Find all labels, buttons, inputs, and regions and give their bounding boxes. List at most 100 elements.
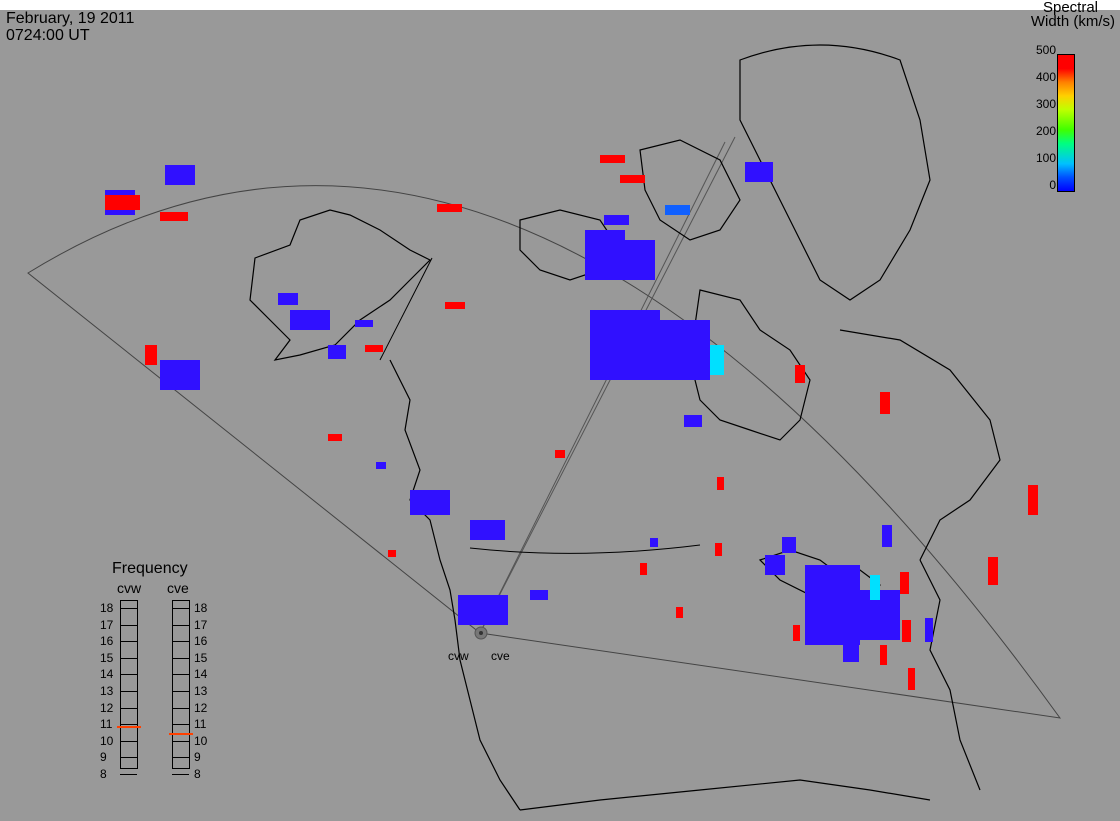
frequency-tick-label: 11 [100, 717, 113, 732]
alaska-coast [249, 209, 432, 361]
frequency-gridline [172, 657, 189, 659]
echo-cell [765, 555, 785, 575]
echo-cell [355, 320, 373, 327]
echo-cell [328, 345, 346, 359]
echo-cell [900, 572, 909, 594]
frequency-gridline [120, 624, 137, 626]
echo-cell [793, 625, 800, 641]
frequency-tick-label: 14 [194, 667, 208, 682]
west-coast [389, 359, 521, 811]
echo-cell [278, 293, 298, 305]
frequency-gridline [172, 740, 189, 742]
echo-cell [328, 434, 342, 441]
echo-cell [870, 575, 880, 600]
echo-cell [717, 477, 724, 490]
frequency-tick-label: 8 [194, 767, 201, 781]
echo-cell [650, 320, 710, 380]
frequency-indicator [117, 725, 141, 728]
frequency-gridline [120, 674, 137, 676]
frequency-gridline [120, 641, 137, 643]
frequency-column-cvw [120, 600, 138, 769]
echo-cell [908, 668, 915, 690]
field-of-view-outline [27, 185, 1062, 719]
echo-cell [160, 212, 188, 221]
frequency-tick-label: 17 [194, 617, 208, 632]
frequency-tick-label: 18 [100, 601, 114, 615]
frequency-gridline [172, 757, 189, 759]
echo-cell [676, 607, 683, 618]
scale-tick-label: 0 [1049, 178, 1056, 192]
frequency-gridline [172, 707, 189, 709]
echo-cell [925, 618, 933, 642]
frequency-gridline [172, 774, 189, 775]
us-canada-border [469, 544, 701, 554]
frequency-gridline [120, 724, 137, 726]
beam-line-2 [479, 141, 726, 634]
frequency-tick-label: 18 [194, 601, 208, 615]
scale-tick-label: 300 [1035, 97, 1056, 111]
echo-cell [620, 175, 645, 183]
echo-cell [445, 302, 465, 309]
radar-label-cve: cve [167, 580, 189, 596]
echo-cell [458, 595, 508, 625]
echo-cell [388, 550, 396, 557]
color-scale-bar [1057, 54, 1075, 192]
time-label: 0724:00 UT [6, 27, 90, 44]
frequency-tick-label: 15 [100, 650, 114, 665]
frequency-gridline [172, 608, 189, 609]
frequency-gridline [120, 757, 137, 759]
gulf [519, 779, 931, 811]
echo-cell [555, 450, 565, 458]
echo-cell [470, 520, 505, 540]
frequency-tick-label: 9 [194, 750, 201, 765]
frequency-column-cve [172, 600, 190, 769]
alaska-border [379, 257, 433, 361]
echo-cell [650, 538, 658, 547]
echo-cell [843, 640, 859, 662]
frequency-tick-label: 8 [100, 767, 107, 781]
site-label-cvw: cvw [448, 649, 469, 663]
scale-title-line2: Width (km/s) [1030, 13, 1115, 30]
echo-cell [880, 392, 890, 414]
echo-cell [880, 645, 887, 665]
frequency-gridline [172, 724, 189, 726]
frequency-tick-label: 9 [100, 750, 107, 765]
frequency-indicator [169, 732, 193, 735]
frequency-gridline [172, 674, 189, 676]
echo-cell [290, 310, 330, 330]
frequency-tick-label: 10 [194, 733, 208, 748]
scale-tick-label: 200 [1035, 124, 1056, 138]
frequency-tick-label: 14 [100, 667, 114, 682]
echo-cell [600, 155, 625, 163]
echo-cell [710, 345, 724, 375]
arctic-islands-2 [639, 139, 741, 241]
echo-cell [410, 490, 450, 515]
echo-cell [604, 215, 629, 225]
frequency-tick-label: 11 [194, 717, 207, 732]
frequency-tick-label: 16 [100, 634, 114, 649]
scale-tick-label: 100 [1035, 151, 1056, 165]
frequency-gridline [120, 707, 137, 709]
echo-cell [530, 590, 548, 600]
frequency-gridline [120, 691, 137, 692]
echo-cell [165, 165, 195, 185]
frequency-gridline [172, 624, 189, 626]
frequency-gridline [120, 608, 137, 609]
echo-cell [376, 462, 386, 469]
scale-tick-label: 400 [1035, 70, 1056, 84]
echo-cell [882, 525, 892, 547]
echo-cell [365, 345, 383, 352]
frequency-tick-label: 17 [100, 617, 114, 632]
echo-cell [715, 543, 722, 556]
echo-cell [988, 557, 998, 585]
frequency-tick-label: 16 [194, 634, 208, 649]
echo-cell [625, 240, 655, 280]
radar-site-center [479, 631, 483, 635]
frequency-tick-label: 12 [100, 700, 114, 715]
echo-cell [145, 345, 157, 365]
hudson-bay [689, 289, 811, 441]
frequency-gridline [120, 657, 137, 659]
echo-cell [782, 537, 796, 553]
